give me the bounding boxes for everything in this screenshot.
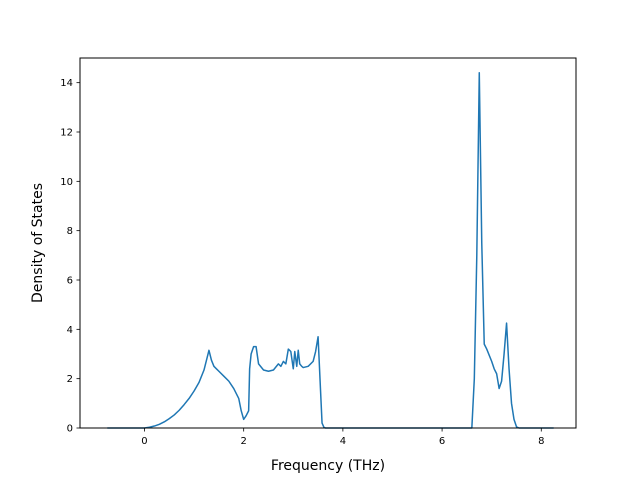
y-tick-label: 2 (67, 374, 73, 385)
y-tick-label: 8 (67, 226, 73, 237)
x-tick-label: 6 (439, 436, 445, 447)
y-axis-label: Density of States (30, 183, 46, 303)
axes-frame (79, 57, 577, 429)
y-tick-label: 0 (67, 424, 73, 435)
x-tick-label: 8 (538, 436, 544, 447)
y-axis-ticks: 0 2 4 6 8 10 12 14 (60, 78, 80, 435)
y-tick-label: 14 (60, 78, 73, 89)
x-tick-label: 2 (240, 436, 246, 447)
x-tick-label: 0 (141, 436, 147, 447)
plot-area (107, 72, 554, 429)
y-tick-label: 4 (67, 325, 73, 336)
y-tick-label: 10 (60, 177, 73, 188)
y-tick-label: 12 (60, 128, 73, 139)
dos-series-line (107, 72, 554, 429)
x-tick-label: 4 (340, 436, 346, 447)
x-axis-label: Frequency (THz) (271, 458, 385, 474)
x-axis-ticks: 0 2 4 6 8 (141, 428, 544, 447)
y-tick-label: 6 (67, 276, 73, 287)
